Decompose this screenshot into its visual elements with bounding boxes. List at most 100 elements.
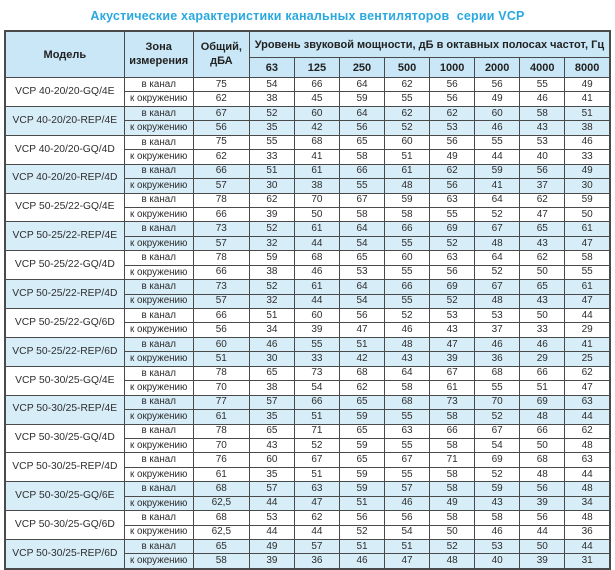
level-cell: 33 [248,149,295,165]
model-cell: VCP 50-30/25-GQ/4E [4,365,125,396]
level-cell: 55 [564,264,611,281]
level-cell: 65 [248,365,295,382]
zone-cell: к окружению [123,149,194,165]
level-cell: 39 [248,553,295,570]
level-cell: 67 [293,452,340,468]
zone-cell: в канал [123,105,194,122]
level-cell: 52 [429,235,476,252]
level-cell: 47 [564,293,611,310]
level-cell: 56 [519,510,566,526]
table-row-in-duct: VCP 50-30/25-REP/4E в канал 77 57 66 65 68 73 70… [4,394,611,425]
level-cell: 53 [474,538,521,555]
zone-cell: в канал [123,279,194,295]
model-cell: VCP 40-20/20-REP/4D [4,163,125,194]
level-cell: 73 [429,394,476,411]
zone-cell: к окружению [123,553,194,570]
level-cell: 51 [384,538,431,555]
level-cell: 48 [519,409,566,425]
level-cell: 64 [338,279,386,295]
zone-cell: к окружению [123,466,194,483]
total-cell: 56 [192,322,250,338]
level-cell: 52 [248,221,295,237]
level-cell: 66 [293,394,340,411]
total-cell: 62,5 [192,524,250,541]
total-cell: 70 [192,380,250,396]
level-cell: 32 [248,235,295,252]
level-cell: 60 [248,452,295,468]
level-cell: 51 [293,466,340,483]
level-cell: 56 [519,163,566,180]
level-cell: 46 [248,336,295,353]
level-cell: 68 [384,394,431,411]
table-row-in-duct: VCP 50-30/25-REP/4D в канал 76 60 67 65 67 71 69… [4,452,611,483]
table-row-in-duct: VCP 50-30/25-GQ/6E в канал 68 57 63 59 57 58 59 5… [4,481,611,512]
level-cell: 38 [564,120,611,136]
zone-cell: к окружению [123,437,194,454]
level-cell: 61 [429,380,476,396]
level-cell: 66 [519,365,566,382]
level-cell: 55 [248,134,295,151]
level-cell: 58 [519,105,566,122]
total-cell: 58 [192,553,250,570]
level-cell: 62 [429,163,476,180]
level-cell: 62 [519,192,566,208]
level-cell: 52 [248,105,295,122]
level-cell: 68 [293,134,340,151]
column-header-frequency: 2000 [474,57,521,78]
model-cell: VCP 50-25/22-GQ/6D [4,308,125,338]
table-row-surround: к окружению 57 32 44 54 55 52 48 43 47 [5,235,611,252]
total-cell: 75 [192,134,250,151]
level-cell: 62 [293,510,340,526]
level-cell: 56 [429,178,476,194]
level-cell: 61 [293,221,340,237]
level-cell: 44 [293,524,340,541]
total-cell: 66 [192,264,250,281]
zone-cell: в канал [123,134,194,151]
zone-cell: к окружению [123,120,194,136]
level-cell: 63 [429,192,476,208]
table-row-in-duct: VCP 40-20/20-REP/4D в канал 66 51 61 66 61 62 59… [4,163,611,194]
level-cell: 38 [248,264,295,281]
level-cell: 42 [293,120,340,136]
column-header-frequency: 1000 [429,57,476,78]
level-cell: 67 [429,365,476,382]
total-cell: 51 [192,351,250,367]
level-cell: 52 [474,409,521,425]
zone-cell: к окружению [123,380,194,396]
level-cell: 49 [564,76,611,93]
level-cell: 66 [519,423,566,439]
level-cell: 41 [474,178,521,194]
level-cell: 43 [248,437,295,454]
total-cell: 73 [192,279,250,295]
level-cell: 55 [384,409,431,425]
level-cell: 52 [474,466,521,483]
level-cell: 46 [474,120,521,136]
level-cell: 25 [564,351,611,367]
level-cell: 44 [564,538,611,555]
level-cell: 47 [293,495,340,512]
table-row-surround: к окружению 51 30 33 42 43 39 36 29 25 [5,351,611,367]
level-cell: 38 [293,178,340,194]
level-cell: 68 [293,250,340,266]
level-cell: 63 [564,452,611,468]
level-cell: 36 [564,524,611,541]
level-cell: 51 [338,495,386,512]
level-cell: 52 [384,120,431,136]
table-row-surround: к окружению 62 38 45 59 55 56 49 46 41 [5,91,611,107]
level-cell: 70 [474,394,521,411]
level-cell: 62 [248,192,295,208]
level-cell: 47 [338,322,386,338]
zone-cell: в канал [123,365,194,382]
level-cell: 39 [519,495,566,512]
total-cell: 73 [192,221,250,237]
level-cell: 62 [384,105,431,122]
zone-cell: в канал [123,307,194,324]
table-row-surround: к окружению 70 43 52 59 55 58 54 50 48 [5,437,611,454]
level-cell: 51 [248,307,295,324]
level-cell: 65 [338,250,386,266]
level-cell: 62 [564,365,611,382]
model-cell: VCP 40-20/20-GQ/4E [4,77,125,107]
level-cell: 56 [429,264,476,281]
level-cell: 62 [338,380,386,396]
level-cell: 67 [338,192,386,208]
